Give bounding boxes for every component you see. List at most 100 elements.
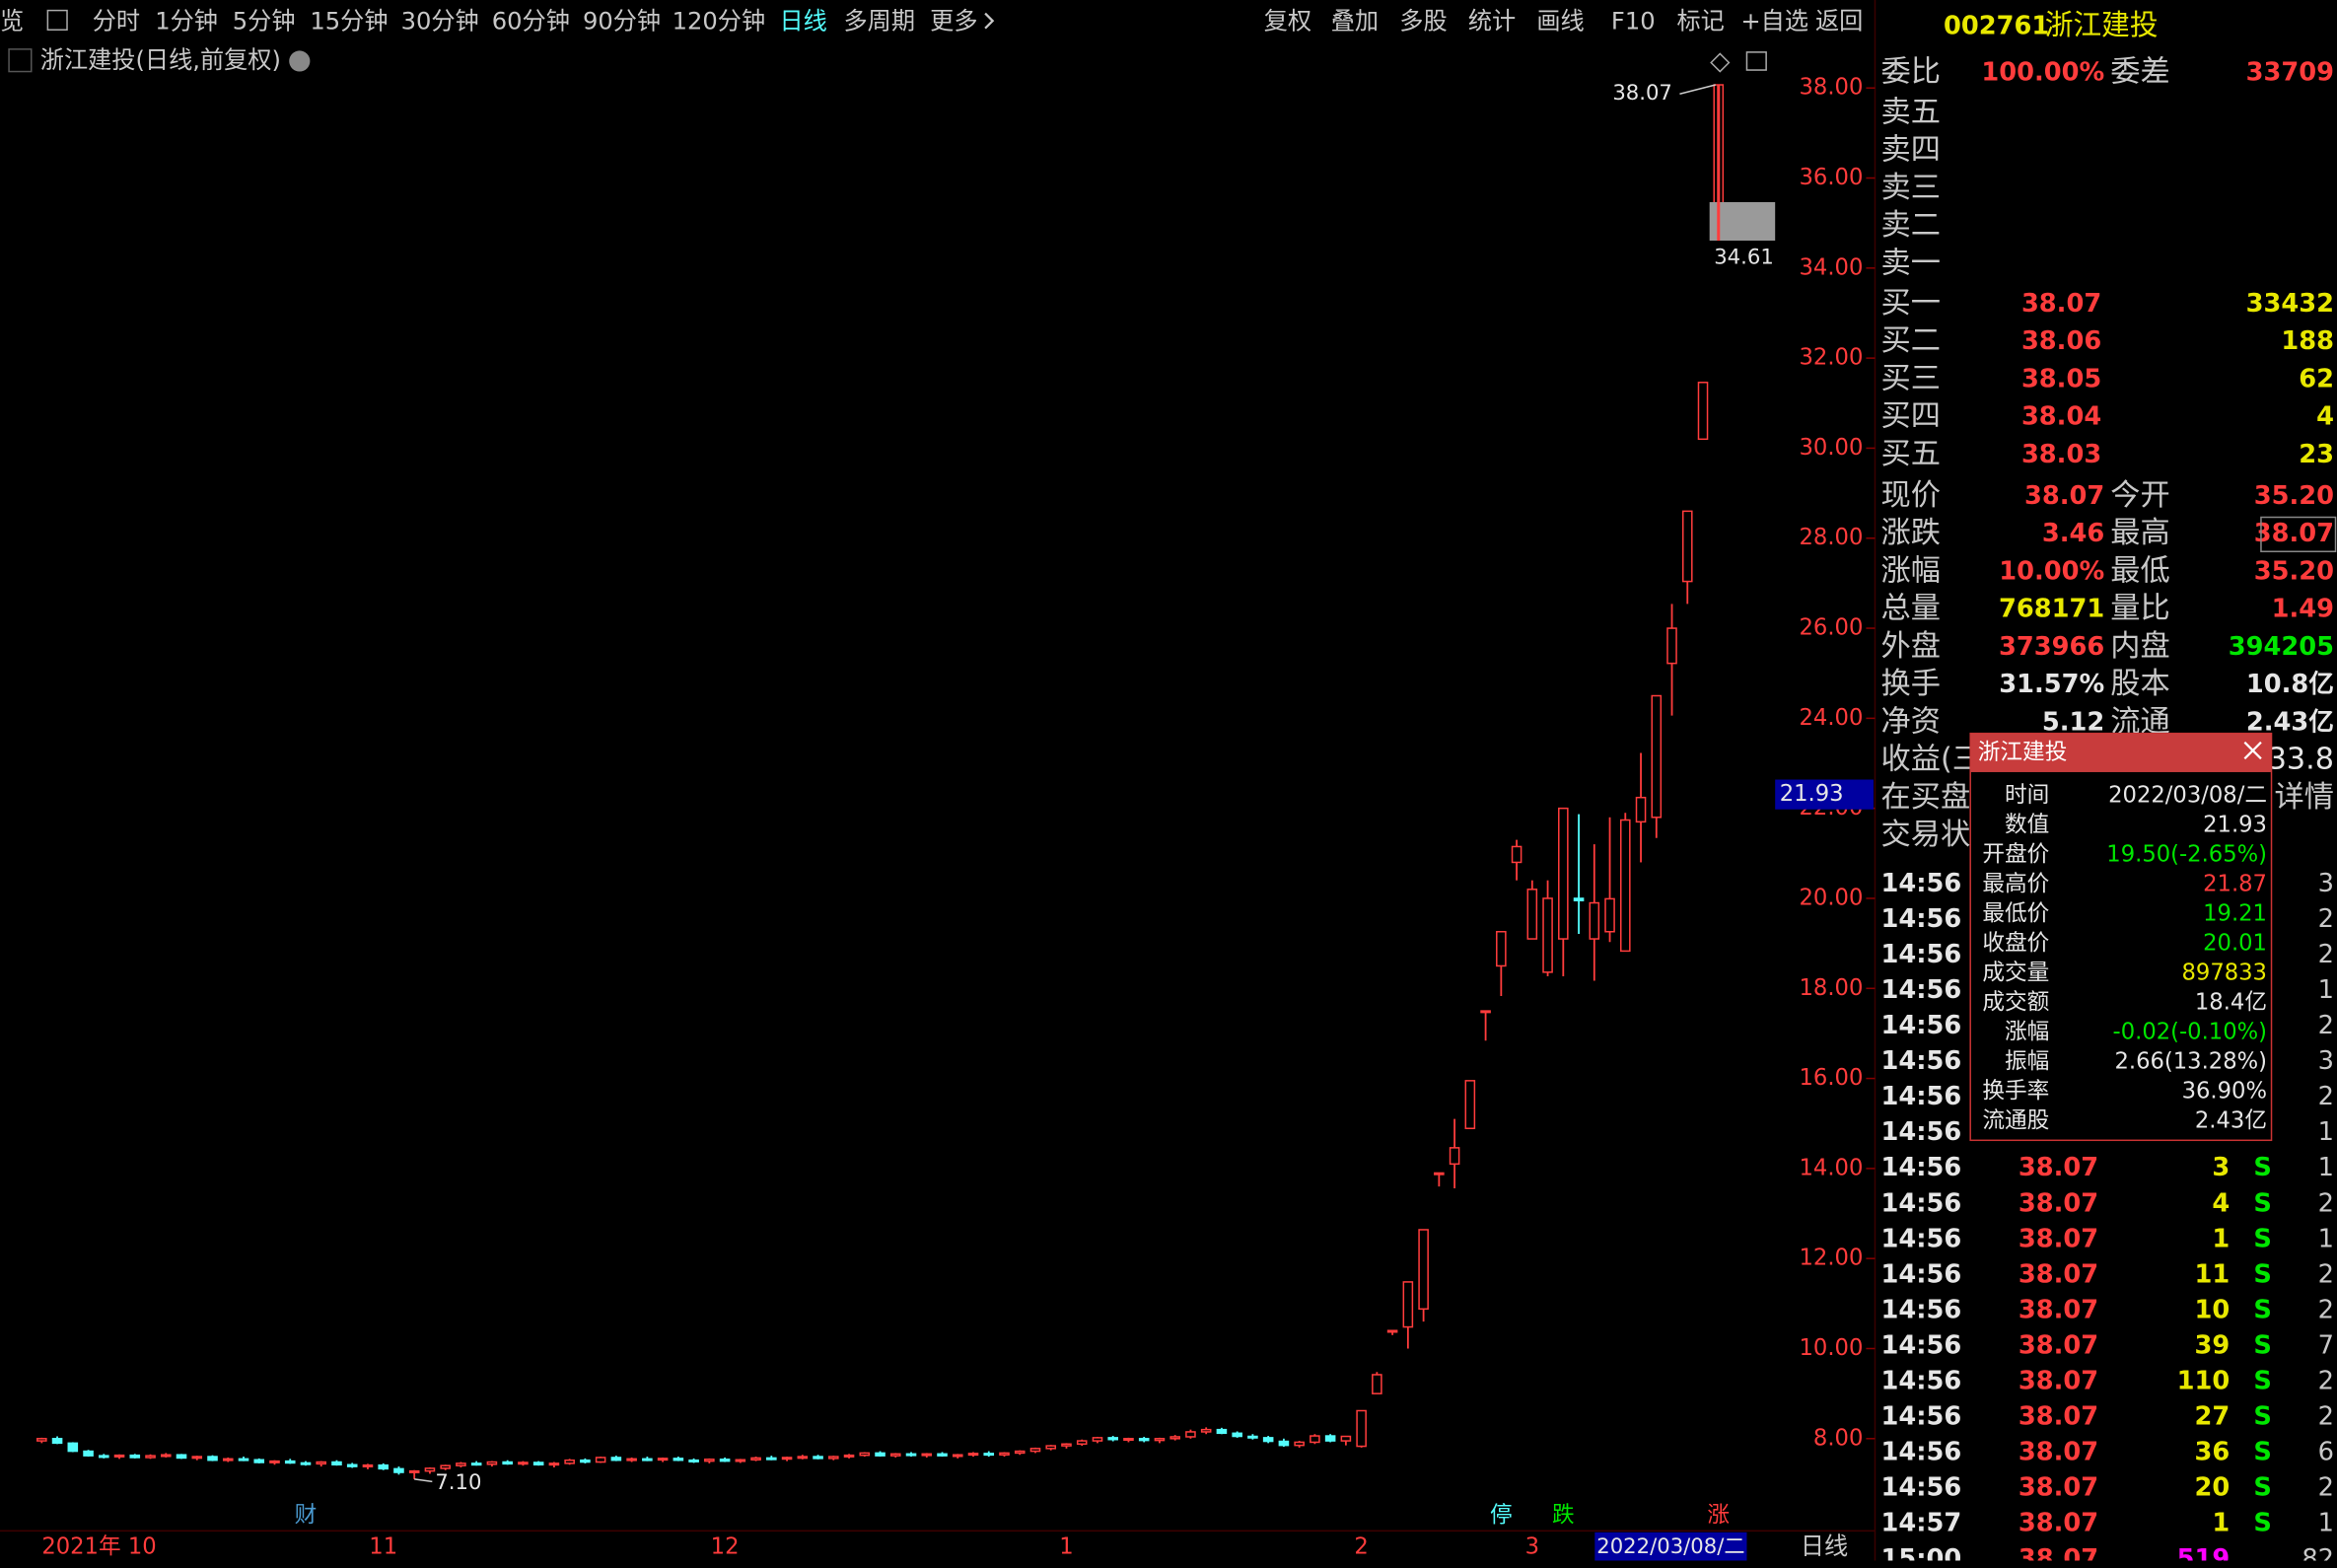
toolbar-item[interactable]: 统计 xyxy=(1468,8,1516,36)
toolbar-item[interactable]: 5分钟 xyxy=(233,8,296,36)
trade-volume: 39 xyxy=(2194,1330,2230,1360)
y-tick-label: 8.00 xyxy=(1813,1425,1863,1451)
bid-label: 买五 xyxy=(1881,437,1941,471)
trade-price: 38.07 xyxy=(2018,1224,2098,1253)
event-marker[interactable]: 跌 xyxy=(1552,1503,1575,1529)
stat-cell: 1.49 xyxy=(2272,595,2334,624)
candle-body xyxy=(1294,1441,1305,1447)
toolbar-item[interactable]: 120分钟 xyxy=(673,8,765,36)
dropdown-button[interactable] xyxy=(289,50,311,72)
candle-body xyxy=(1076,1440,1088,1446)
candle-body xyxy=(1511,845,1523,864)
trade-price: 38.07 xyxy=(2018,1367,2098,1396)
toolbar-item[interactable]: 15分钟 xyxy=(310,8,388,36)
candle-body xyxy=(191,1456,203,1460)
event-marker[interactable]: 财 xyxy=(295,1503,318,1529)
toolbar-item[interactable]: F10 xyxy=(1611,8,1656,36)
stat-cell: 2.43亿 xyxy=(2246,707,2334,737)
stat-cell: 今开 xyxy=(2110,478,2169,513)
y-tick-label: 28.00 xyxy=(1800,525,1864,550)
toolbar-item[interactable]: 复权 xyxy=(1264,8,1311,36)
bid-price: 38.04 xyxy=(2021,402,2101,432)
toolbar-item[interactable]: 多周期 xyxy=(844,8,916,36)
candle-body xyxy=(704,1459,715,1462)
toolbar-item[interactable]: 叠加 xyxy=(1331,8,1379,36)
candle-body xyxy=(735,1459,746,1462)
toolbar-item[interactable]: 日线 xyxy=(780,8,827,36)
selection-box xyxy=(1709,201,1776,241)
toolbar-item[interactable]: 分时 xyxy=(93,8,140,36)
toolbar-item[interactable]: 30分钟 xyxy=(401,8,479,36)
trade-tail: 2 xyxy=(2318,1402,2334,1432)
candle-body xyxy=(456,1462,466,1466)
trade-side: S xyxy=(2253,1153,2272,1182)
toolbar-item[interactable]: 90分钟 xyxy=(583,8,661,36)
toolbar-item[interactable]: 1分钟 xyxy=(155,8,218,36)
toolbar-item[interactable]: 多股 xyxy=(1399,8,1447,36)
toolbar-item[interactable]: 更多 xyxy=(930,8,977,36)
date-label: 2022/03/08/二 xyxy=(1596,1533,1744,1558)
stat-cell: 768171 xyxy=(1999,595,2104,624)
toolbar-item[interactable]: +自选 xyxy=(1740,8,1808,36)
toolbar-item[interactable]: 返回 xyxy=(1815,8,1863,36)
diamond-icon[interactable] xyxy=(1710,52,1731,73)
trade-price: 38.07 xyxy=(2018,1188,2098,1218)
trade-time: 14:56 xyxy=(1881,1046,1962,1076)
candle-body xyxy=(1185,1431,1196,1438)
bid-volume: 188 xyxy=(2281,326,2334,356)
tooltip-label: 成交量 xyxy=(1982,961,2049,986)
high-box xyxy=(2260,516,2337,553)
toolbar-item[interactable]: 标记 xyxy=(1676,8,1724,36)
trade-tail: 2 xyxy=(2318,1082,2334,1111)
candle-body xyxy=(1402,1281,1414,1328)
toolbar-item[interactable]: 画线 xyxy=(1536,8,1584,36)
toolbar-item[interactable]: 60分钟 xyxy=(492,8,570,36)
stat-cell: 外盘 xyxy=(1881,629,1941,664)
y-tick-label: 20.00 xyxy=(1800,885,1864,910)
stat-cell: 10.8亿 xyxy=(2246,670,2334,699)
candle-body xyxy=(1262,1437,1274,1443)
bid-label: 买二 xyxy=(1881,323,1941,358)
tooltip-label: 收盘价 xyxy=(1982,931,2049,957)
event-marker[interactable]: 停 xyxy=(1490,1503,1513,1529)
annotation-arrow xyxy=(1679,84,1716,95)
trade-time: 14:56 xyxy=(1881,1259,1962,1289)
summary-cell: 33709 xyxy=(2246,58,2334,88)
event-marker[interactable]: 涨 xyxy=(1707,1503,1730,1529)
candle-body xyxy=(51,1438,63,1445)
trade-tail: 82 xyxy=(2302,1544,2334,1561)
candle-body xyxy=(843,1454,855,1458)
date-box xyxy=(1594,1532,1747,1561)
tooltip-value: 2022/03/08/二 xyxy=(2108,783,2267,809)
ask-label: 卖四 xyxy=(1881,133,1941,168)
trade-time: 14:56 xyxy=(1881,1402,1962,1432)
trade-price: 38.07 xyxy=(2018,1438,2098,1467)
candle-body xyxy=(1200,1428,1212,1433)
candle-body xyxy=(626,1458,637,1461)
candle-body xyxy=(1526,889,1538,940)
candle-body xyxy=(1697,382,1709,441)
toolbar-item[interactable]: 览 xyxy=(0,8,24,36)
collapse-button[interactable] xyxy=(8,48,33,73)
tooltip-value: 2.43亿 xyxy=(2195,1108,2267,1134)
trade-side: S xyxy=(2253,1438,2272,1467)
layout-icon[interactable] xyxy=(46,9,68,31)
tooltip-value: 19.21 xyxy=(2203,901,2267,927)
annotation: 38.07 xyxy=(1612,80,1672,105)
stat-cell: 净资 xyxy=(1881,704,1941,739)
candle-body xyxy=(1014,1450,1026,1455)
candle-body xyxy=(1542,897,1553,973)
candle-body xyxy=(36,1438,47,1442)
trade-time: 14:56 xyxy=(1881,1330,1962,1360)
candle-body xyxy=(797,1456,809,1460)
trade-time: 14:56 xyxy=(1881,1438,1962,1467)
candle-body xyxy=(1372,1374,1382,1394)
ask-label: 卖二 xyxy=(1881,208,1941,243)
y-tick-label: 38.00 xyxy=(1800,75,1864,101)
panel-icon[interactable] xyxy=(1745,51,1767,71)
tooltip-close[interactable] xyxy=(2243,741,2262,760)
y-tick-label: 14.00 xyxy=(1800,1155,1864,1180)
trade-time: 14:56 xyxy=(1881,1011,1962,1040)
candle-body xyxy=(145,1455,156,1459)
